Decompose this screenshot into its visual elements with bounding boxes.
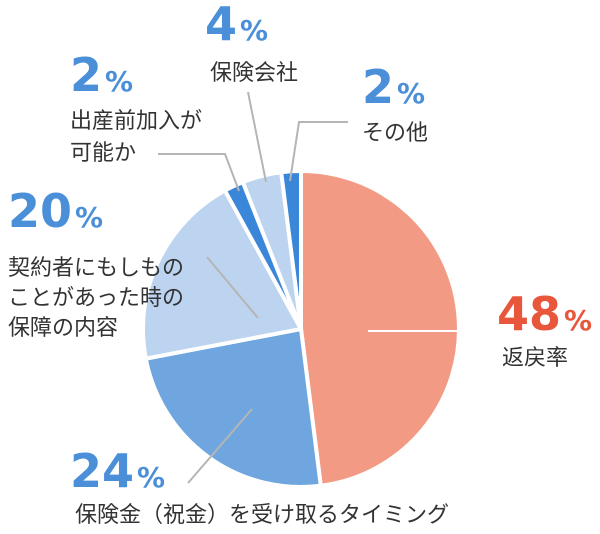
slice-label-4-line-0: 保険会社 (210, 61, 298, 86)
pie-slice-0 (299, 169, 461, 488)
slice-label-2-line-2: 保障の内容 (8, 316, 118, 341)
slice-label-2-line-0: 契約者にもしもの (8, 256, 184, 281)
slice-percent-2: 20% (8, 184, 103, 238)
pie-slice-1 (143, 327, 323, 489)
slice-label-3-line-0: 出産前加入が (70, 109, 202, 134)
leader-line-1 (187, 408, 253, 484)
slice-label-3-line-1: 可能か (70, 141, 136, 166)
slice-label-1-line-0: 保険金（祝金）を受け取るタイミング (75, 503, 449, 528)
leader-line-2 (206, 256, 259, 319)
leader-line-5 (289, 121, 348, 182)
slice-label-2-line-1: ことがあった時の (8, 286, 184, 311)
slice-percent-0: 48% (497, 287, 592, 341)
slice-percent-1: 24% (70, 444, 165, 498)
slice-label-0-line-0: 返戻率 (502, 346, 568, 371)
slice-percent-5: 2% (362, 60, 425, 114)
slice-percent-4: 4% (205, 0, 268, 51)
leader-line-4 (247, 91, 267, 183)
leader-line-3 (158, 153, 240, 192)
slice-percent-3: 2% (70, 48, 133, 102)
slice-label-5-line-0: その他 (362, 121, 428, 146)
